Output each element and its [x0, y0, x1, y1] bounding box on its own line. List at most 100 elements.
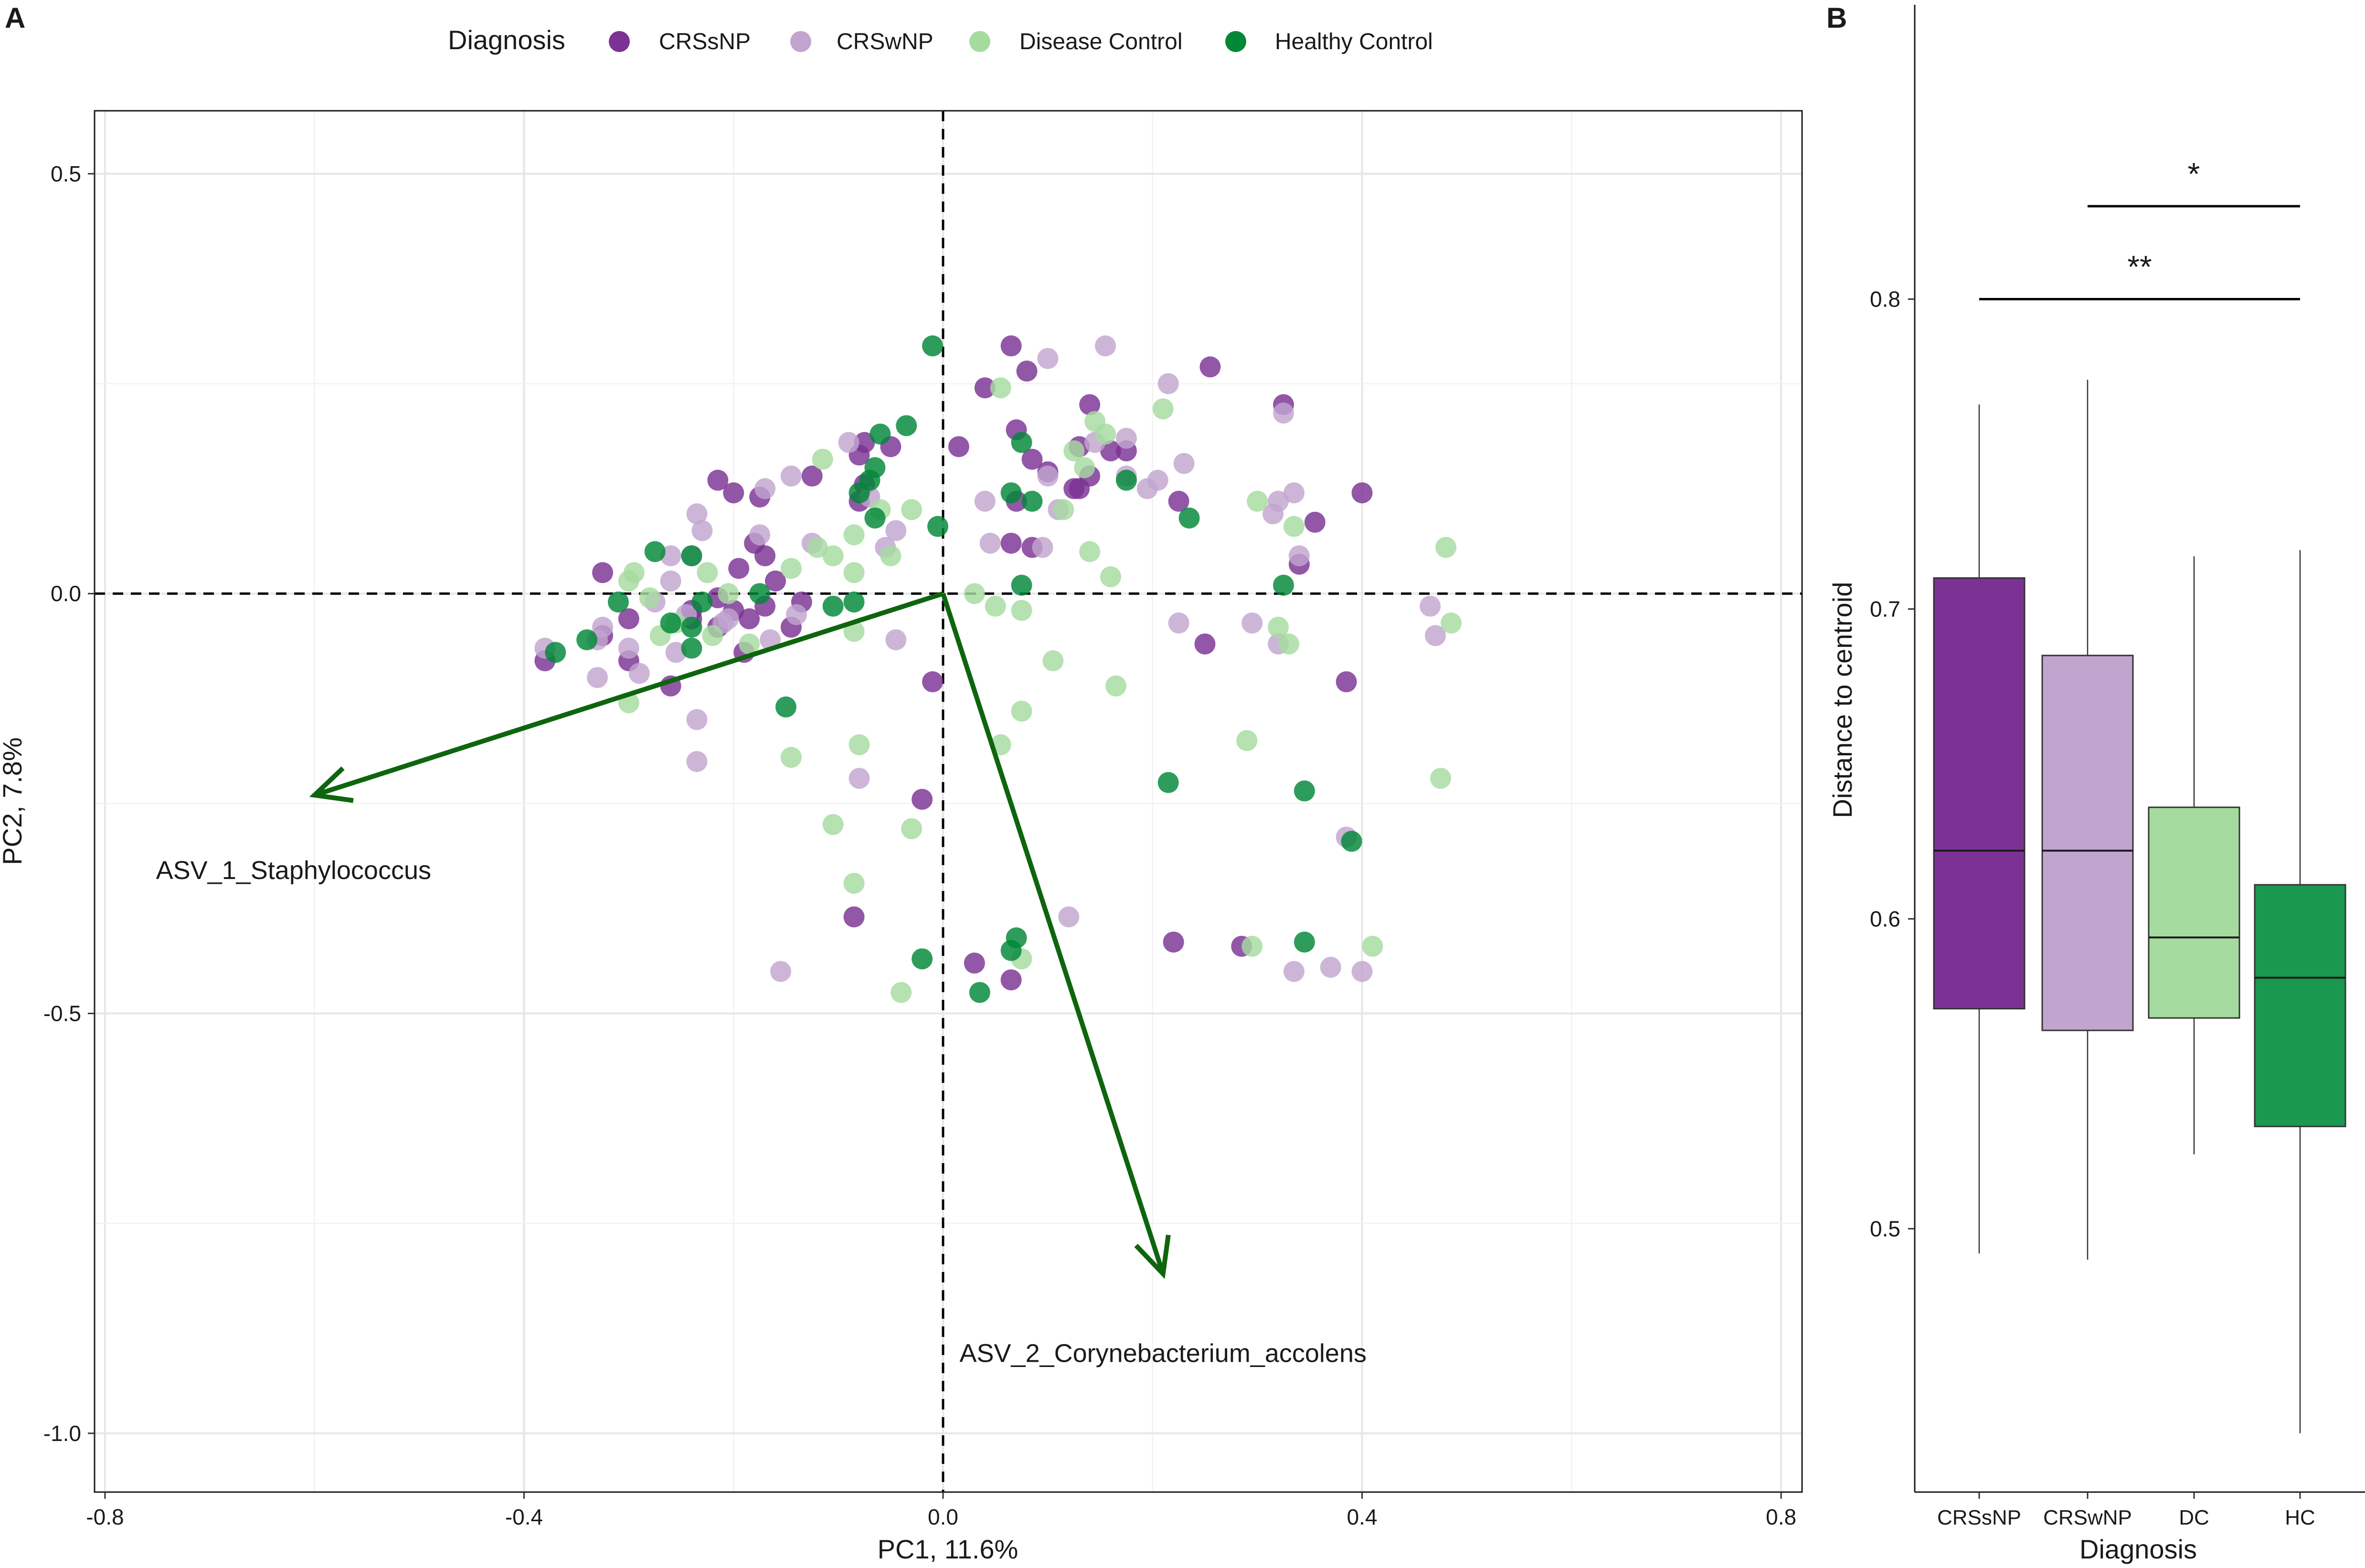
legend-label-disease-control: Disease Control — [1019, 29, 1182, 54]
category-label: HC — [2285, 1506, 2315, 1529]
point-healthy-control — [691, 591, 713, 613]
point-disease-control — [1268, 616, 1289, 638]
point-disease-control — [1063, 440, 1085, 462]
point-crswnp — [1136, 478, 1158, 499]
point-crswnp — [1288, 545, 1310, 567]
point-crswnp — [1095, 335, 1116, 357]
point-crssnp — [707, 469, 729, 491]
point-crswnp — [686, 709, 708, 731]
point-crswnp — [665, 642, 687, 663]
y-tick-label: 0.7 — [1870, 596, 1900, 621]
point-crswnp — [1241, 612, 1263, 634]
point-crssnp — [618, 608, 639, 629]
point-crswnp — [1168, 612, 1189, 634]
point-crswnp — [660, 570, 681, 592]
point-disease-control — [1053, 499, 1074, 520]
point-crssnp — [1336, 671, 1357, 692]
point-disease-control — [780, 558, 802, 579]
point-healthy-control — [660, 612, 681, 634]
x-tick-label: 0.0 — [928, 1504, 958, 1529]
point-healthy-control — [870, 424, 891, 445]
point-healthy-control — [864, 457, 886, 478]
point-healthy-control — [1157, 772, 1179, 793]
point-disease-control — [1283, 516, 1304, 537]
boxplot-x-ticks: CRSsNP CRSwNP DC HC — [1937, 1492, 2315, 1529]
y-tick-label: 0.5 — [51, 161, 81, 186]
point-disease-control — [639, 587, 660, 609]
point-crssnp — [964, 953, 985, 974]
point-disease-control — [1042, 650, 1064, 671]
point-crswnp — [1173, 453, 1195, 474]
point-healthy-control — [1273, 574, 1294, 596]
point-healthy-control — [1294, 932, 1315, 953]
point-healthy-control — [912, 948, 933, 970]
point-disease-control — [1278, 633, 1300, 655]
point-crswnp — [754, 478, 776, 499]
point-crssnp — [854, 432, 875, 453]
point-healthy-control — [922, 335, 944, 357]
point-disease-control — [843, 524, 865, 546]
arrow-label-corynebacterium: ASV_2_Corynebacterium_accolens — [960, 1339, 1367, 1367]
point-crssnp — [1021, 448, 1043, 470]
point-crswnp — [1351, 961, 1373, 982]
point-crswnp — [785, 604, 807, 625]
point-crssnp — [739, 608, 760, 629]
point-crssnp — [1163, 932, 1184, 953]
point-disease-control — [1011, 600, 1032, 621]
point-crswnp — [1420, 595, 1441, 617]
point-disease-control — [806, 537, 828, 558]
point-disease-control — [1011, 700, 1032, 722]
point-healthy-control — [927, 516, 949, 537]
point-crssnp — [974, 377, 996, 399]
point-disease-control — [990, 377, 1011, 399]
point-crswnp — [1283, 961, 1304, 982]
point-crssnp — [765, 570, 786, 592]
point-disease-control — [718, 583, 739, 604]
point-healthy-control — [681, 545, 702, 567]
point-crswnp — [885, 520, 907, 541]
x-tick-label: 0.4 — [1347, 1504, 1378, 1529]
legend-key-crssnp — [609, 31, 630, 52]
significance-bars: * ** — [1979, 156, 2300, 301]
boxplot: 0.5 0.6 0.7 0.8 CRSsNP CRSwNP DC HC * **… — [1827, 5, 2365, 1564]
point-crswnp — [1273, 403, 1294, 424]
point-healthy-control — [1178, 507, 1200, 529]
category-label: CRSsNP — [1937, 1506, 2021, 1529]
y-tick-label: 0.6 — [1870, 906, 1900, 931]
point-crssnp — [1194, 633, 1216, 655]
point-crswnp — [1037, 348, 1059, 369]
point-crssnp — [1199, 356, 1221, 378]
point-crswnp — [1115, 427, 1137, 449]
point-crssnp — [723, 482, 744, 504]
point-crswnp — [628, 663, 650, 684]
point-healthy-control — [843, 591, 865, 613]
pca-plot: ASV_1_Staphylococcus ASV_2_Corynebacteri… — [0, 110, 1803, 1564]
point-crswnp — [686, 751, 708, 772]
box-dc — [2148, 806, 2240, 1019]
point-crswnp — [770, 961, 791, 982]
point-crswnp — [974, 490, 996, 512]
point-crssnp — [1063, 478, 1085, 499]
pca-y-ticks: 0.5 0.0 -0.5 -1.0 — [43, 161, 95, 1446]
point-healthy-control — [749, 583, 771, 604]
boxplot-y-axis-title: Distance to centroid — [1827, 582, 1857, 818]
point-disease-control — [985, 595, 1006, 617]
pca-panel-border — [94, 110, 1803, 1493]
x-tick-label: -0.4 — [505, 1504, 543, 1529]
point-healthy-control — [775, 696, 796, 718]
point-crswnp — [780, 466, 802, 487]
point-disease-control — [1100, 566, 1122, 588]
point-disease-control — [880, 545, 901, 567]
point-healthy-control — [644, 541, 666, 562]
point-disease-control — [1079, 541, 1101, 562]
point-crswnp — [1037, 466, 1059, 487]
point-crswnp — [691, 520, 713, 541]
legend-key-healthy-control — [1225, 31, 1246, 52]
point-disease-control — [1247, 490, 1268, 512]
point-crswnp — [587, 667, 608, 689]
point-crswnp — [1262, 503, 1284, 525]
point-disease-control — [822, 814, 844, 835]
legend-label-crswnp: CRSwNP — [837, 29, 933, 54]
arrow-staphylococcus — [314, 591, 944, 798]
point-disease-control — [901, 818, 923, 839]
